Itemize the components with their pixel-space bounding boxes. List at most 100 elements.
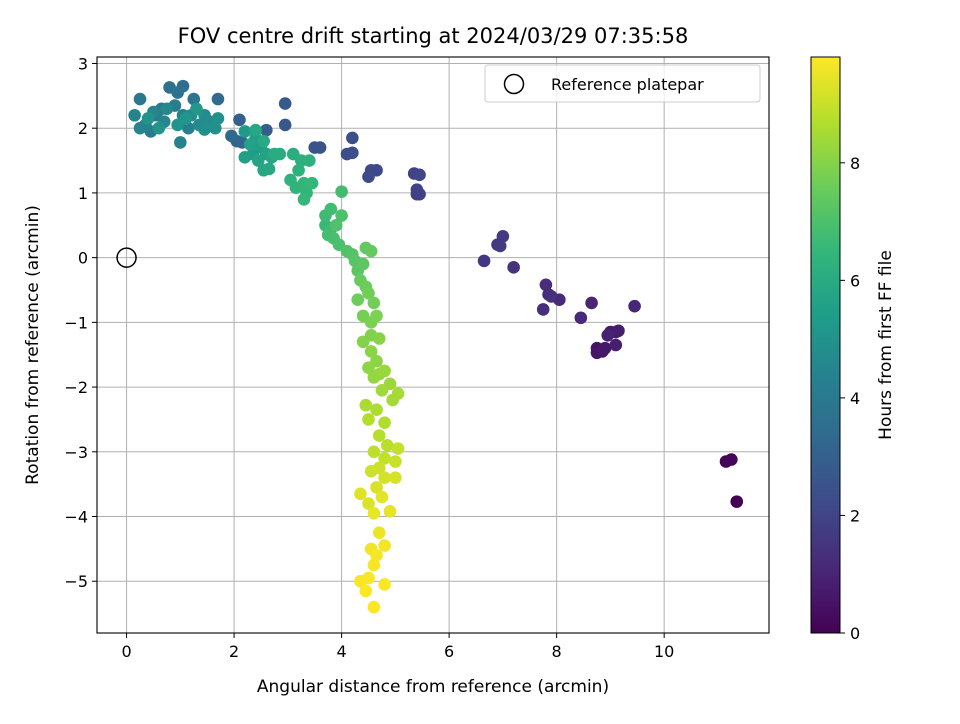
colorbar-ticks: 0 2 4 6 8 <box>840 154 860 643</box>
data-point <box>364 464 378 478</box>
data-point <box>225 129 238 143</box>
data-point <box>364 345 378 358</box>
colorbar-gradient <box>810 56 841 634</box>
colorbar-tick-label: 8 <box>850 154 860 173</box>
data-point <box>362 571 375 585</box>
y-tick-label: −1 <box>64 313 88 332</box>
data-points <box>128 79 744 614</box>
legend-label: Reference platepar <box>551 75 704 94</box>
x-tick-label: 6 <box>444 642 454 661</box>
colorbar-label: Hours from first FF file <box>876 250 896 440</box>
y-axis-ticks: 3 2 1 0 −1 −2 −3 −4 −5 <box>64 54 97 591</box>
data-point <box>609 338 623 352</box>
data-point <box>378 451 391 465</box>
data-point <box>372 526 386 539</box>
data-point <box>370 549 383 562</box>
data-point <box>585 296 598 310</box>
data-point <box>152 121 166 135</box>
data-point <box>367 445 381 459</box>
data-point <box>725 453 738 466</box>
data-point <box>305 176 319 190</box>
reference-marker <box>116 247 137 268</box>
data-point <box>233 113 246 127</box>
x-axis-ticks: 0 2 4 6 8 10 <box>121 633 674 661</box>
data-point <box>297 193 311 206</box>
data-point <box>381 439 394 452</box>
colorbar-tick-label: 0 <box>850 624 860 643</box>
data-point <box>182 121 195 135</box>
legend-marker <box>503 73 525 95</box>
data-point <box>375 490 389 504</box>
data-point <box>160 102 174 116</box>
data-point <box>539 278 553 292</box>
y-tick-label: −4 <box>64 508 88 527</box>
x-tick-label: 2 <box>229 642 239 661</box>
data-point <box>190 102 203 116</box>
x-tick-label: 10 <box>654 642 674 661</box>
data-point <box>496 229 510 243</box>
data-point <box>378 578 391 591</box>
colorbar: 0 2 4 6 8 Hours from first FF file <box>810 56 896 643</box>
data-point <box>477 254 491 268</box>
data-point <box>362 497 375 510</box>
data-point <box>238 151 252 164</box>
data-point <box>128 108 141 122</box>
legend-box <box>484 64 761 103</box>
data-point <box>413 168 426 182</box>
data-point <box>367 296 381 310</box>
plot-frame <box>96 56 770 634</box>
data-point <box>351 293 365 306</box>
data-point <box>507 261 520 274</box>
x-axis-label: Angular distance from reference (arcmin) <box>257 677 609 697</box>
data-point <box>598 341 612 355</box>
y-tick-label: −5 <box>64 572 88 591</box>
data-point <box>367 506 381 520</box>
data-point <box>370 309 383 323</box>
data-point <box>262 162 276 176</box>
data-point <box>383 505 397 518</box>
data-point <box>612 324 625 338</box>
data-point <box>238 125 252 138</box>
data-point <box>367 600 381 614</box>
data-point <box>179 112 193 125</box>
data-point <box>372 429 386 442</box>
data-point <box>574 311 588 325</box>
x-tick-label: 8 <box>552 642 562 661</box>
data-point <box>359 398 373 412</box>
data-point <box>133 121 147 135</box>
data-point <box>171 86 184 99</box>
data-point <box>260 123 273 137</box>
data-point <box>536 303 550 316</box>
data-point <box>354 487 367 501</box>
data-point <box>364 244 378 258</box>
data-point <box>378 471 391 484</box>
colorbar-tick-label: 2 <box>850 506 860 525</box>
y-tick-label: −3 <box>64 443 88 462</box>
data-point <box>335 209 348 222</box>
data-point <box>251 154 265 167</box>
y-tick-label: 0 <box>78 249 88 268</box>
data-point <box>391 442 405 455</box>
y-axis-label: Rotation from reference (arcmin) <box>23 205 43 485</box>
data-point <box>308 141 322 154</box>
data-point <box>303 154 316 167</box>
data-point <box>410 183 424 196</box>
data-point <box>378 539 391 552</box>
colorbar-tick-label: 4 <box>850 389 860 408</box>
data-point <box>367 558 381 572</box>
data-point <box>356 257 370 271</box>
x-tick-label: 0 <box>121 642 131 661</box>
data-point <box>493 239 507 253</box>
data-point <box>187 92 201 106</box>
data-point <box>243 138 257 151</box>
chart-title: FOV centre drift starting at 2024/03/29 … <box>178 24 689 48</box>
data-point <box>141 112 155 125</box>
y-tick-label: 2 <box>78 119 88 138</box>
data-point <box>359 584 373 598</box>
legend: Reference platepar <box>484 64 761 103</box>
data-point <box>628 299 641 313</box>
y-tick-label: 3 <box>78 54 88 73</box>
data-point <box>324 202 338 216</box>
data-point <box>389 455 402 468</box>
